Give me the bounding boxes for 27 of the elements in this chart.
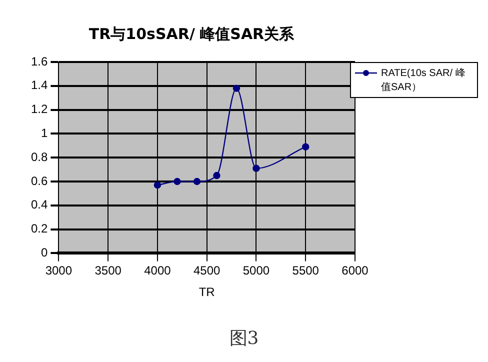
point xyxy=(213,172,220,180)
x-axis-title: TR xyxy=(198,285,216,300)
y-tick-label: 0.8 xyxy=(30,150,48,164)
y-tick-label: 1.4 xyxy=(30,78,48,92)
chart-title: TR与10sSAR/ 峰值SAR关系 xyxy=(88,24,296,43)
y-tick-label: 1 xyxy=(40,126,48,140)
x-tick-label: 4000 xyxy=(144,264,172,278)
point xyxy=(193,178,201,186)
y-tick-label: 0.6 xyxy=(30,174,48,188)
point xyxy=(252,164,260,172)
caption: 图3 xyxy=(229,328,259,349)
point xyxy=(232,84,240,92)
y-tick-label: 0.4 xyxy=(30,198,48,212)
y-tick-label: 0.2 xyxy=(30,222,48,236)
x-tick-label: 3500 xyxy=(94,264,122,278)
x-tick-label: 6000 xyxy=(342,264,369,278)
x-tick-label: 3000 xyxy=(45,264,72,278)
y-tick-label: 0 xyxy=(40,246,48,260)
x-tick-label: 5000 xyxy=(242,264,270,278)
point xyxy=(154,181,162,189)
point xyxy=(302,143,310,150)
legend-label: RATE(10s SAR/ 峰值SAR） xyxy=(381,67,466,94)
y-tick-label: 1.2 xyxy=(30,102,48,116)
point xyxy=(174,178,181,186)
x-tick-label: 5500 xyxy=(292,264,320,278)
x-tick-label: 4500 xyxy=(193,264,221,278)
y-tick-label: 1.6 xyxy=(30,54,48,68)
